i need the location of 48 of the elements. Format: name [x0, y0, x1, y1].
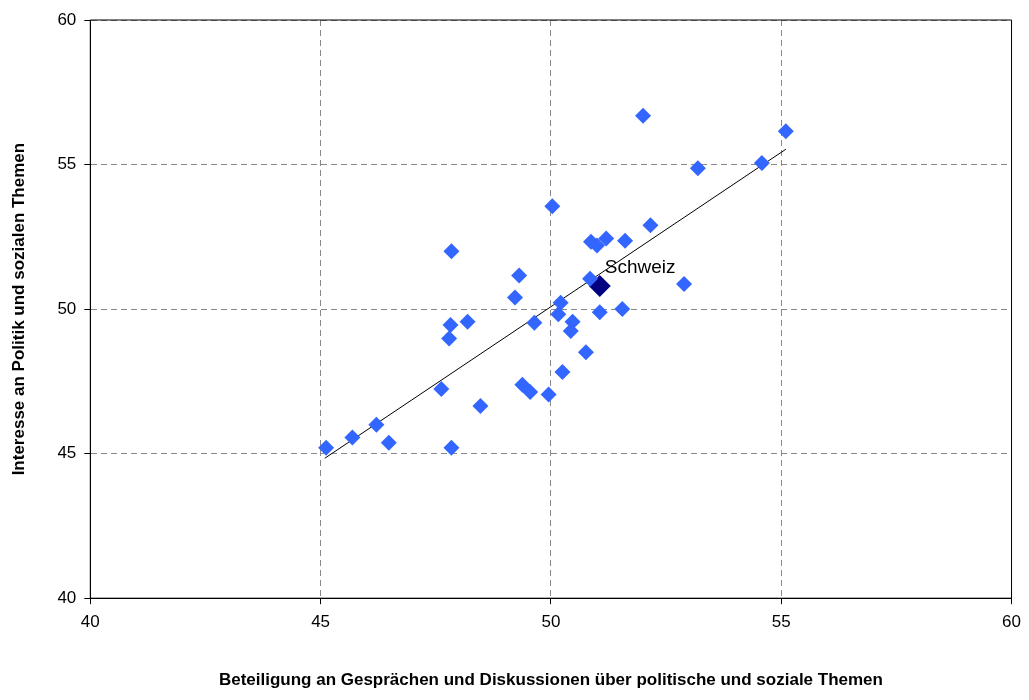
point	[433, 380, 450, 397]
y-tick-label: 50	[57, 298, 77, 318]
point	[550, 306, 567, 323]
y-tick-label: 55	[57, 154, 77, 174]
annotation: Schweiz	[604, 255, 676, 277]
point	[552, 294, 569, 311]
x-axis-title: Beteiligung an Gesprächen und Diskussionen über politische und soziale Themen	[218, 670, 883, 690]
y-tick-label: 40	[57, 587, 77, 607]
point	[380, 434, 397, 451]
x-tick-label: 40	[80, 612, 100, 632]
y-tick-label: 45	[57, 443, 77, 463]
x-tick-label: 50	[541, 612, 561, 632]
point	[459, 313, 476, 330]
point	[777, 123, 794, 140]
point	[540, 386, 557, 403]
point	[442, 317, 459, 333]
point	[591, 304, 608, 321]
point	[562, 323, 579, 340]
point	[511, 267, 528, 284]
point	[544, 198, 561, 215]
point	[617, 232, 634, 249]
point	[526, 314, 543, 331]
point	[588, 274, 611, 297]
point	[577, 344, 594, 361]
point	[472, 397, 489, 414]
point	[554, 364, 571, 381]
point	[522, 384, 539, 401]
point	[598, 230, 615, 247]
point	[344, 429, 361, 446]
point	[514, 376, 531, 393]
point	[689, 160, 706, 177]
point	[642, 217, 659, 234]
point	[582, 270, 599, 287]
point	[368, 416, 385, 433]
point	[635, 107, 652, 124]
y-tick-label: 60	[57, 9, 77, 29]
point	[676, 275, 693, 292]
point	[318, 439, 335, 456]
point	[507, 289, 523, 306]
point	[443, 439, 460, 456]
x-tick-label: 60	[1002, 612, 1022, 632]
y-axis-title: Interesse an Politik und sozialen Themen	[8, 142, 28, 476]
point	[441, 330, 458, 347]
point	[614, 301, 631, 318]
x-tick-label: 45	[311, 612, 331, 632]
point	[443, 243, 460, 260]
point	[753, 155, 770, 172]
x-tick-label: 55	[771, 612, 791, 632]
